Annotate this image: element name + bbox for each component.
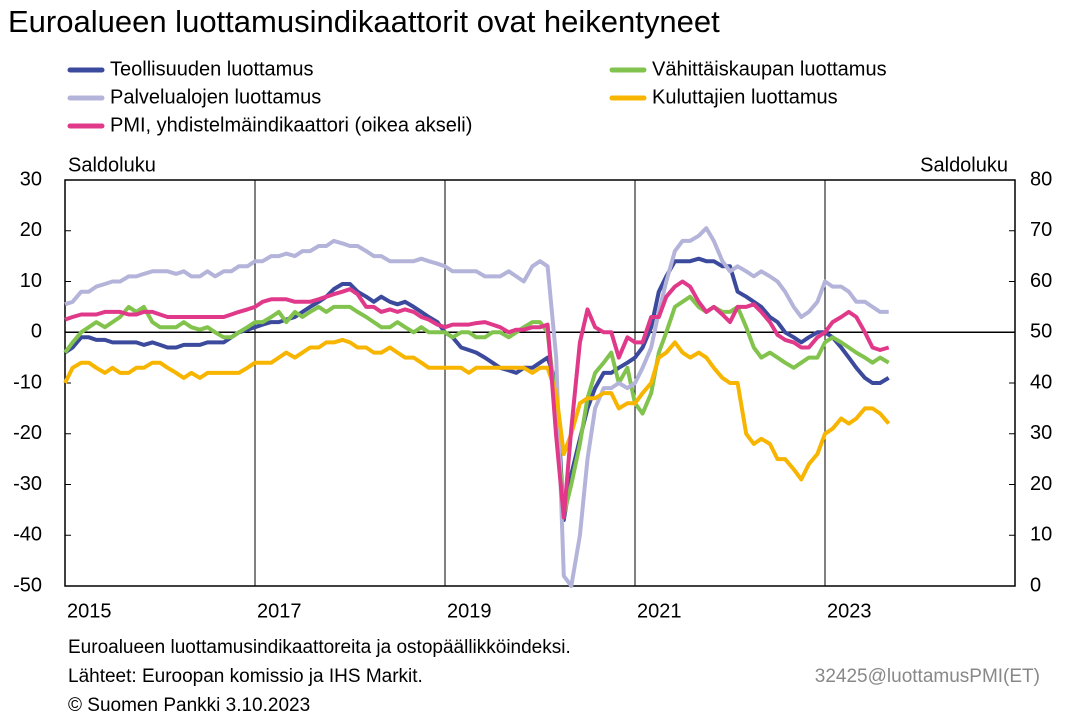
y-tick-label: 20: [20, 219, 42, 241]
y2-tick-label: 0: [1030, 574, 1041, 596]
y-tick-label: -20: [13, 422, 42, 444]
series-line: [64, 226, 889, 588]
legend-label: Vähittäiskaupan luottamus: [652, 58, 887, 80]
x-tick-label: 2019: [447, 600, 492, 622]
y-tick-label: -10: [13, 371, 42, 393]
series-line: [63, 294, 890, 517]
series-line: [64, 279, 890, 520]
y2-axis-label: Saldoluku: [920, 154, 1008, 176]
x-tick-label: 2015: [67, 600, 112, 622]
y2-tick-label: 20: [1030, 473, 1052, 495]
y-tick-label: -50: [13, 574, 42, 596]
y2-tick-label: 40: [1030, 371, 1052, 393]
y2-tick-label: 30: [1030, 422, 1052, 444]
legend-label: Teollisuuden luottamus: [110, 58, 313, 80]
y-axis-label: Saldoluku: [68, 154, 156, 176]
x-tick-label: 2017: [257, 600, 302, 622]
y-tick-label: -40: [13, 524, 42, 546]
y-tick-label: 10: [20, 270, 42, 292]
legend-label: Kuluttajien luottamus: [652, 86, 838, 108]
chart-title: Euroalueen luottamusindikaattorit ovat h…: [8, 4, 720, 39]
y2-tick-label: 10: [1030, 524, 1052, 546]
y-tick-label: 30: [20, 168, 42, 190]
x-tick-label: 2021: [637, 600, 682, 622]
y2-tick-label: 70: [1030, 219, 1052, 241]
y2-tick-label: 50: [1030, 321, 1052, 343]
series-line: [63, 256, 890, 522]
y-tick-label: -30: [13, 473, 42, 495]
source-code: 32425@luottamusPMI(ET): [815, 666, 1040, 687]
y-tick-label: 0: [31, 321, 42, 343]
y2-tick-label: 80: [1030, 168, 1052, 190]
note: Lähteet: Euroopan komissio ja IHS Markit…: [68, 666, 423, 687]
note: Euroalueen luottamusindikaattoreita ja o…: [68, 637, 571, 658]
y2-tick-label: 60: [1030, 270, 1052, 292]
series-line: [63, 337, 891, 482]
x-tick-label: 2023: [827, 600, 872, 622]
note: © Suomen Pankki 3.10.2023: [68, 695, 310, 716]
legend-label: PMI, yhdistelmäindikaattori (oikea aksel…: [110, 114, 472, 136]
legend-label: Palvelualojen luottamus: [110, 86, 321, 108]
